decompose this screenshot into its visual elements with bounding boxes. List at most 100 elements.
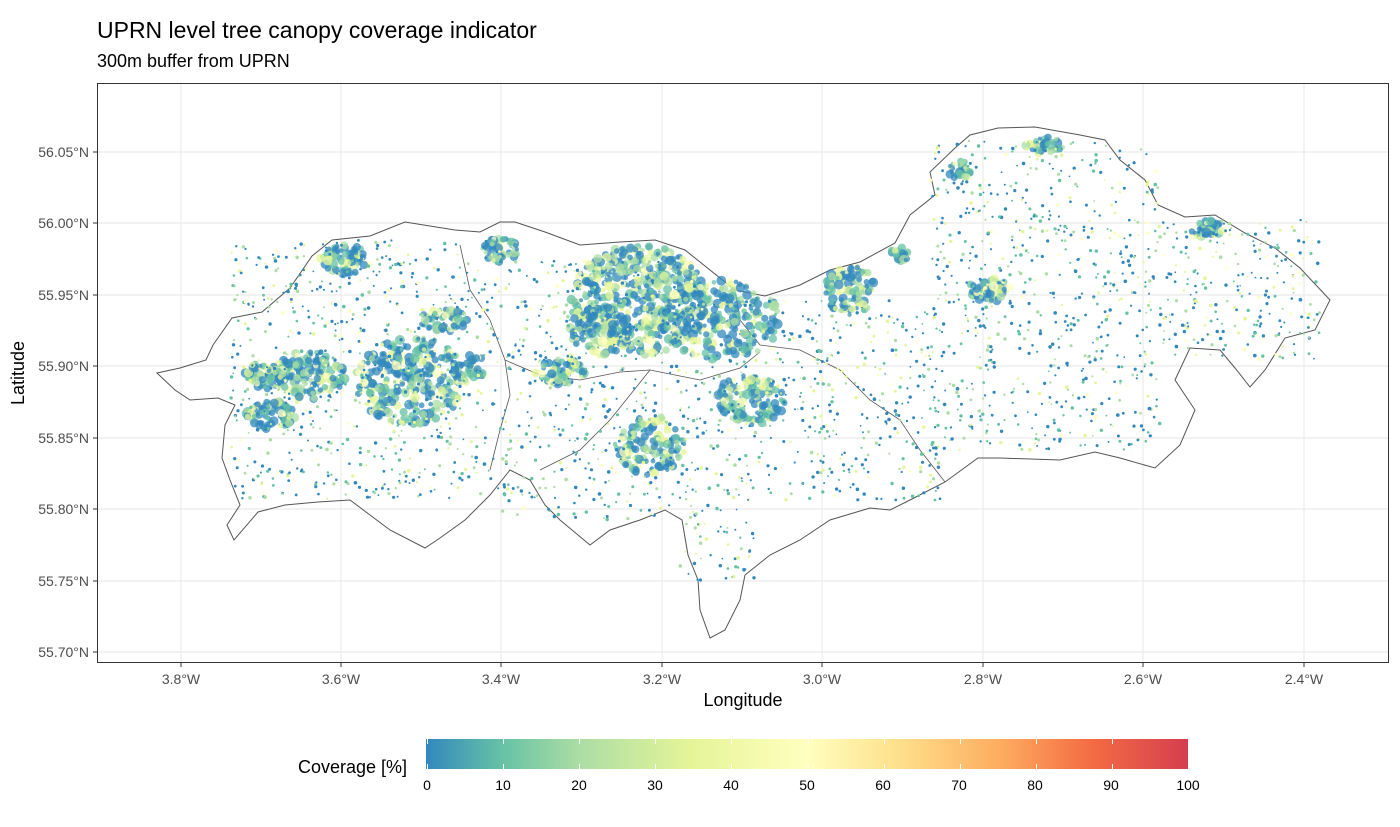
coverage-point [329, 415, 333, 419]
coverage-point [399, 338, 403, 342]
coverage-point [399, 369, 403, 373]
coverage-point [477, 291, 480, 294]
coverage-point [425, 364, 429, 367]
coverage-blob-point [281, 357, 290, 366]
coverage-point [1175, 264, 1178, 267]
coverage-point [1169, 320, 1172, 323]
coverage-point [699, 466, 704, 470]
coverage-point [1281, 356, 1285, 360]
coverage-point [563, 265, 567, 269]
coverage-point [1094, 158, 1098, 163]
coverage-point [1139, 424, 1144, 428]
coverage-point [1027, 351, 1031, 355]
coverage-point [796, 408, 799, 411]
coverage-point [1049, 214, 1052, 217]
coverage-point [980, 435, 983, 438]
coverage-point [1028, 226, 1033, 230]
coverage-point [403, 390, 408, 394]
coverage-point [713, 395, 716, 398]
coverage-point [535, 280, 539, 284]
coverage-point [307, 439, 309, 442]
coverage-point [935, 367, 938, 371]
coverage-point [284, 285, 288, 288]
coverage-point [1010, 260, 1013, 264]
coverage-point [490, 253, 493, 256]
coverage-point [642, 296, 646, 300]
coverage-point [400, 311, 404, 315]
coverage-point [508, 283, 510, 285]
coverage-point [475, 312, 478, 315]
coverage-point [830, 388, 835, 392]
coverage-point [236, 409, 240, 413]
coverage-point [405, 401, 408, 404]
coverage-point [735, 362, 739, 366]
coverage-blob-point [769, 413, 778, 422]
coverage-blob-point [672, 426, 679, 433]
coverage-point [862, 436, 866, 440]
coverage-point [918, 374, 922, 378]
coverage-point [1260, 276, 1263, 280]
coverage-point [1035, 310, 1040, 314]
coverage-point [1054, 320, 1058, 324]
coverage-point [358, 388, 363, 392]
coverage-point [688, 478, 692, 481]
coverage-blob-point [453, 307, 463, 317]
coverage-point [1022, 337, 1027, 341]
coverage-point [430, 434, 433, 438]
coverage-point [885, 319, 890, 323]
coverage-point [836, 410, 838, 413]
coverage-blob-point [868, 277, 877, 285]
coverage-point [267, 405, 271, 409]
coverage-point [1072, 230, 1076, 234]
coverage-point [725, 404, 730, 409]
coverage-point [801, 315, 805, 318]
coverage-point [525, 318, 529, 322]
coverage-point [237, 262, 241, 265]
coverage-point [451, 363, 455, 367]
coverage-point [1284, 251, 1288, 254]
coverage-point [693, 342, 696, 345]
coverage-point [640, 268, 645, 273]
coverage-point [1063, 224, 1067, 228]
coverage-point [323, 324, 327, 328]
coverage-blob-point [427, 381, 433, 386]
coverage-point [607, 422, 610, 426]
coverage-point [804, 429, 807, 432]
coverage-point [1033, 148, 1037, 152]
coverage-point [569, 263, 572, 266]
coverage-point [239, 344, 242, 347]
coverage-point [350, 259, 354, 263]
coverage-point [456, 253, 459, 256]
coverage-point [1027, 320, 1031, 324]
coverage-blob-point [745, 313, 753, 321]
coverage-point [967, 211, 971, 214]
coverage-point [979, 187, 982, 191]
coverage-point [1097, 325, 1101, 329]
coverage-point [654, 308, 658, 312]
coverage-point [324, 249, 328, 253]
coverage-point [567, 403, 570, 406]
coverage-point [1147, 247, 1150, 251]
coverage-point [937, 399, 940, 402]
coverage-point [383, 240, 387, 244]
coverage-point [530, 476, 534, 481]
coverage-point [753, 384, 757, 389]
coverage-point [1212, 232, 1216, 236]
coverage-point [466, 262, 470, 266]
coverage-point [608, 442, 611, 445]
coverage-point [721, 557, 724, 560]
coverage-point [439, 396, 443, 400]
coverage-point [765, 391, 769, 395]
coverage-point [1017, 332, 1022, 336]
coverage-point [937, 297, 940, 300]
coverage-point [635, 400, 638, 403]
coverage-point [867, 325, 871, 329]
coverage-point [1088, 248, 1093, 253]
coverage-point [986, 200, 989, 204]
coverage-point [620, 281, 625, 285]
coverage-point [1041, 215, 1044, 219]
coverage-blob-point [731, 304, 740, 313]
coverage-blob-point [285, 419, 294, 428]
coverage-point [764, 424, 767, 427]
coverage-point [615, 501, 618, 504]
